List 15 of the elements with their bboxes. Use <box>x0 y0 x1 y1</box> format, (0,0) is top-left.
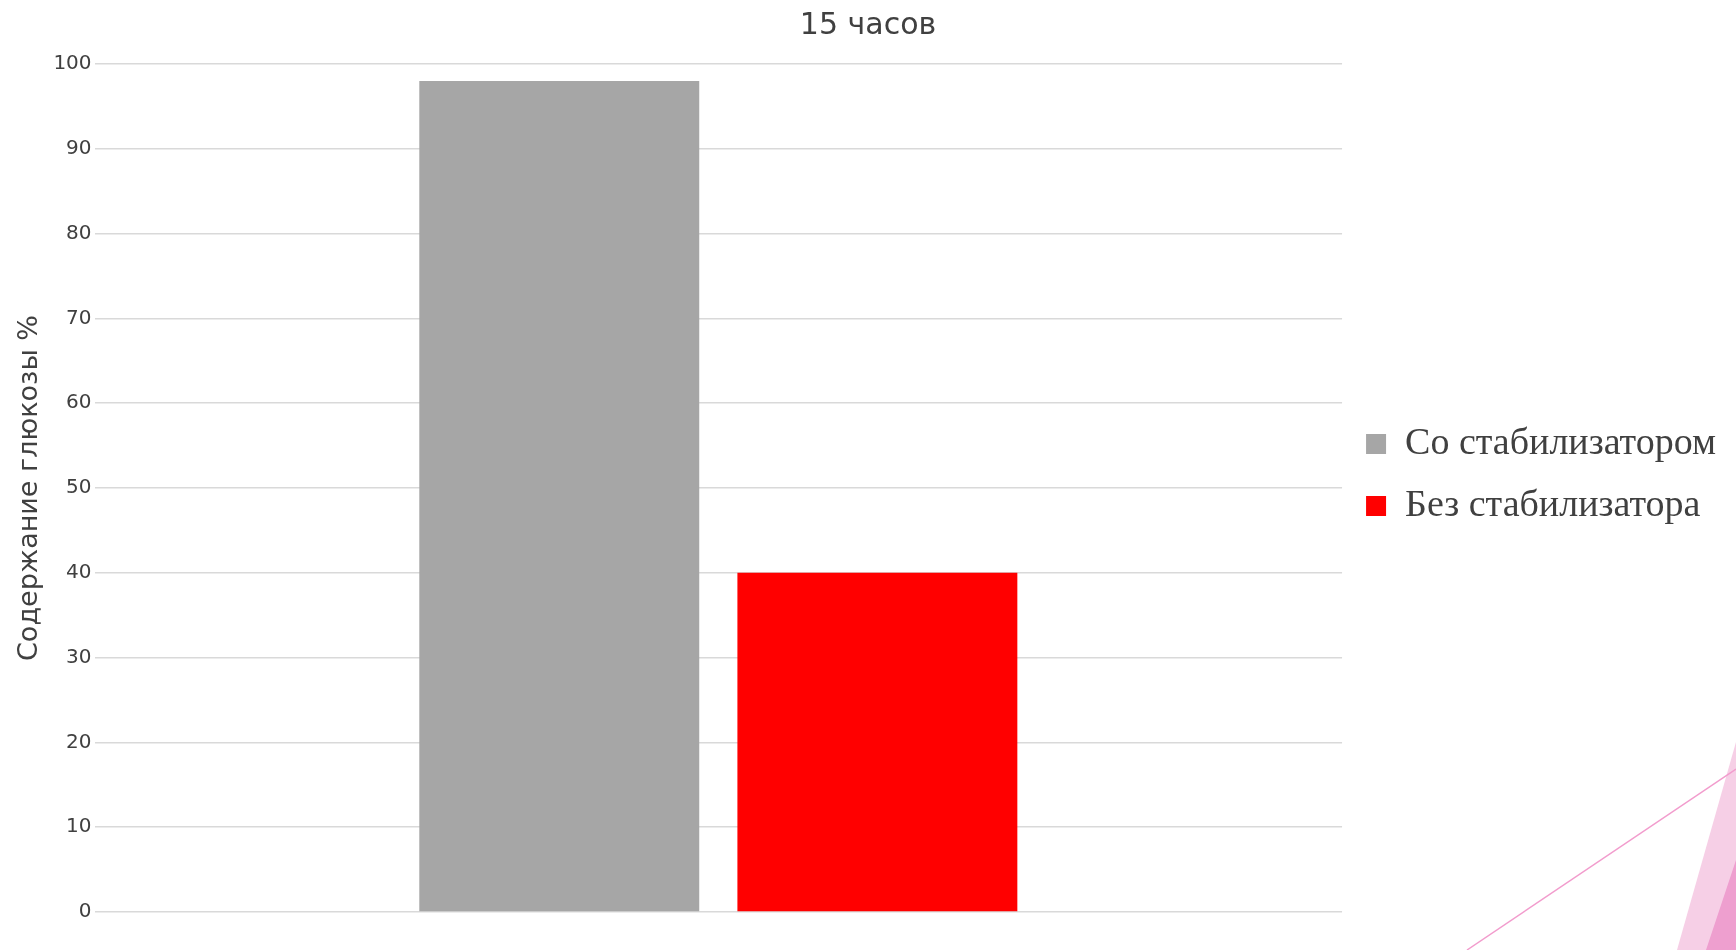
y-tick-label: 50 <box>66 474 92 499</box>
y-tick-label: 80 <box>66 219 92 244</box>
y-tick-label: 20 <box>66 728 92 753</box>
y-tick-label: 30 <box>66 643 92 668</box>
y-tick-label: 100 <box>53 50 92 75</box>
y-tick-label: 10 <box>66 813 92 838</box>
chart-title: 15 часов <box>799 5 937 41</box>
y-tick-label: 90 <box>66 135 92 159</box>
y-tick-label: 0 <box>78 898 92 923</box>
legend-label: Без стабилизатора <box>1405 481 1701 524</box>
y-tick-label: 60 <box>66 389 92 414</box>
y-tick-label: 40 <box>66 559 92 583</box>
y-tick-label: 70 <box>66 304 92 329</box>
y-axis-title: Содержание глюкозы % <box>12 315 44 661</box>
legend-label: Со стабилизатором <box>1405 419 1717 462</box>
